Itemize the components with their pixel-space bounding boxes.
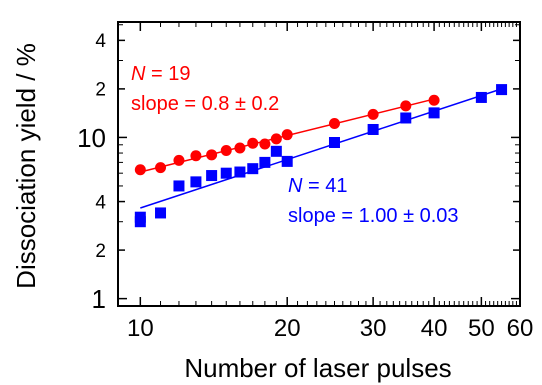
data-point-series-0 — [367, 108, 379, 120]
data-point-series-1 — [173, 180, 185, 192]
x-tick-label: 40 — [421, 315, 448, 342]
blue-n-value: = 41 — [302, 175, 347, 197]
data-point-series-0 — [206, 149, 218, 161]
data-point-series-0 — [134, 164, 146, 176]
data-point-series-1 — [367, 123, 379, 135]
data-point-series-0 — [428, 94, 440, 106]
x-tick-label: 60 — [507, 315, 534, 342]
x-tick-label: 50 — [468, 315, 495, 342]
data-point-series-0 — [270, 133, 282, 145]
fit-line-series-1 — [140, 88, 502, 209]
blue-series-slope-annotation: slope = 1.00 ± 0.03 — [288, 205, 459, 227]
data-point-series-1 — [328, 137, 340, 149]
data-point-series-0 — [247, 137, 259, 149]
data-point-series-1 — [281, 155, 293, 167]
data-point-series-0 — [234, 142, 246, 154]
blue-series-n-annotation: N = 41 — [288, 175, 348, 197]
data-point-series-0 — [190, 150, 202, 162]
red-n-value: = 19 — [145, 63, 190, 85]
y-tick-label: 10 — [77, 123, 106, 153]
data-point-series-1 — [428, 107, 440, 119]
y-tick-label: 1 — [92, 284, 106, 314]
blue-n-symbol: N — [288, 175, 303, 197]
data-point-series-1 — [247, 163, 259, 175]
data-point-series-1 — [220, 167, 232, 179]
x-axis-label: Number of laser pulses — [184, 353, 451, 383]
red-series-slope-annotation: slope = 0.8 ± 0.2 — [131, 93, 279, 115]
data-point-series-1 — [475, 91, 487, 103]
red-series-n-annotation: N = 19 — [131, 63, 191, 85]
data-point-series-1 — [206, 170, 218, 182]
data-point-series-1 — [270, 145, 282, 157]
data-point-series-0 — [281, 129, 293, 141]
ticks-layer: 10 20 30 40 50 60 1 2 4 10 2 4 — [77, 22, 533, 342]
y-tick-label: 2 — [95, 80, 106, 101]
y-tick-label: 2 — [95, 241, 106, 262]
y-tick-label: 4 — [95, 31, 106, 52]
data-point-series-1 — [400, 112, 412, 124]
data-point-series-1 — [190, 176, 202, 188]
data-points — [134, 84, 508, 228]
y-axis-label: Dissociation yield / % — [11, 43, 41, 289]
data-point-series-1 — [496, 84, 508, 96]
data-point-series-0 — [259, 138, 271, 150]
x-tick-label: 30 — [360, 315, 387, 342]
y-tick-label: 4 — [95, 192, 106, 213]
data-point-series-0 — [400, 100, 412, 112]
data-point-series-0 — [155, 162, 167, 174]
x-tick-label: 20 — [274, 315, 301, 342]
data-point-series-1 — [234, 166, 246, 178]
data-point-series-1 — [259, 156, 271, 168]
red-n-symbol: N — [131, 63, 146, 85]
data-point-series-1 — [134, 211, 146, 223]
data-point-series-0 — [220, 144, 232, 156]
data-point-series-0 — [173, 154, 185, 166]
plot-frame — [117, 21, 521, 307]
data-point-series-1 — [155, 207, 167, 219]
x-tick-label: 10 — [127, 315, 154, 342]
data-point-series-0 — [328, 118, 340, 130]
